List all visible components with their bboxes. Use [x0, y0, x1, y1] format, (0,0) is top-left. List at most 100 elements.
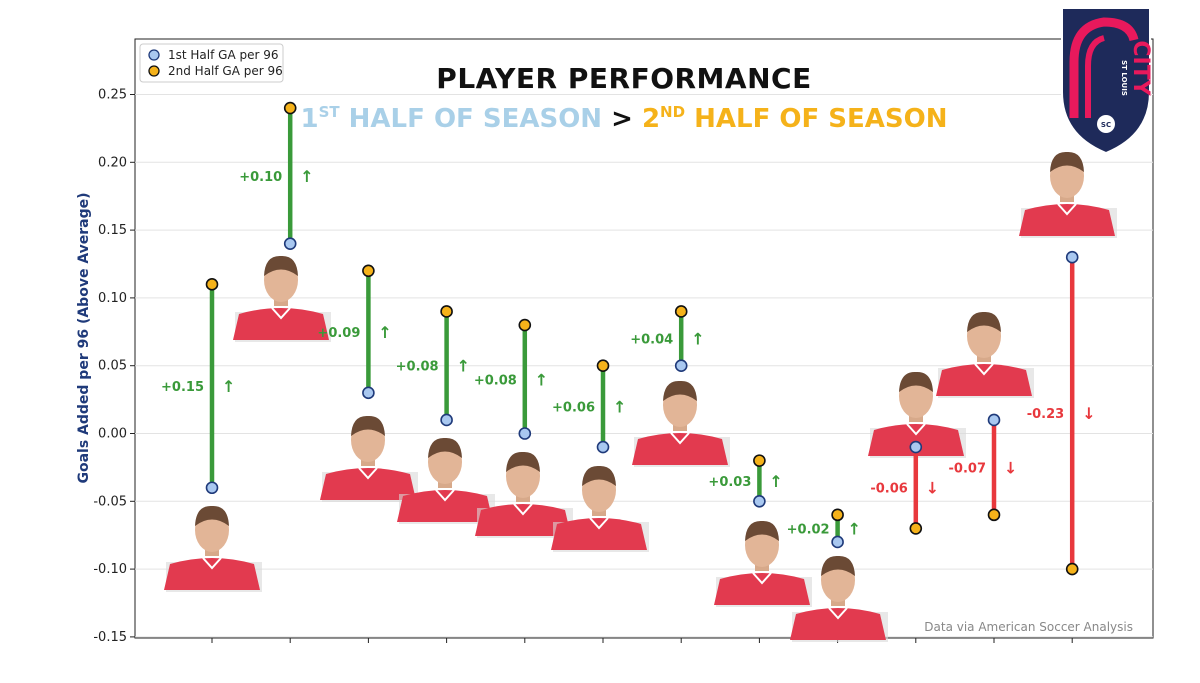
jersey-collar [1057, 203, 1077, 216]
player-hair [428, 437, 462, 458]
legend-label-second-half: 2nd Half GA per 96 [168, 64, 283, 78]
player-jersey [632, 433, 728, 465]
player-jersey [233, 308, 329, 340]
jersey-collar [974, 363, 994, 376]
logo-city-text: CITY [1128, 40, 1153, 96]
player-photo [632, 380, 730, 467]
first-half-point [283, 237, 297, 250]
y-tick-label: 0.10 [98, 291, 127, 306]
arrow-up-icon: ↑ [613, 397, 626, 416]
logo-sc-text: SC [1101, 121, 1111, 129]
delta-label: -0.23 [1027, 407, 1064, 422]
first-half-point [205, 481, 219, 495]
delta-label: +0.04 [630, 333, 673, 348]
player-photos [164, 151, 1117, 642]
player-hair [264, 255, 298, 276]
jersey-collar [435, 489, 455, 502]
player-hair [967, 311, 1001, 332]
logo-arch-icon [1069, 17, 1139, 118]
jersey-collar [828, 607, 848, 620]
player-hair [506, 451, 540, 472]
first-half-point [753, 494, 766, 508]
y-tick-label: 0.15 [98, 223, 127, 238]
delta-label: +0.09 [317, 326, 360, 341]
player-photo [164, 505, 262, 592]
player-photo [397, 437, 495, 524]
second-half-point [283, 101, 297, 115]
second-half-point [831, 508, 844, 522]
legend-marker-first-half [148, 49, 160, 61]
player-jersey [320, 468, 416, 500]
player-jersey [790, 608, 886, 640]
legend-marker-second-half [148, 65, 160, 77]
first-half-point [440, 413, 453, 427]
arrow-up-icon: ↑ [535, 370, 548, 389]
arrow-up-icon: ↑ [848, 519, 861, 538]
legend-label-first-half: 1st Half GA per 96 [168, 48, 279, 62]
player-hair [351, 415, 385, 436]
second-half-point [1065, 562, 1079, 576]
jersey-collar [589, 517, 609, 530]
plot-frame [134, 38, 1154, 639]
logo-sc-badge [1097, 115, 1115, 133]
subtitle-second-num: 2 [642, 104, 660, 134]
arrow-down-icon: ↓ [926, 479, 939, 498]
player-photo [936, 311, 1034, 398]
delta-label: +0.10 [239, 170, 282, 185]
arrow-down-icon: ↓ [1082, 404, 1095, 423]
player-hair [1050, 151, 1084, 172]
delta-label: +0.08 [396, 360, 439, 375]
jersey-collar [271, 307, 291, 320]
club-logo: CITY ST LOUIS SC [1061, 7, 1153, 155]
player-photo [1019, 151, 1117, 238]
subtitle-first-sup: ST [319, 103, 341, 121]
player-hair [745, 520, 779, 541]
second-half-point [205, 278, 219, 291]
delta-label: -0.07 [949, 461, 986, 476]
jersey-collar [752, 572, 772, 585]
jersey-collar [513, 503, 533, 516]
second-half-point [753, 454, 766, 467]
arrow-up-icon: ↑ [691, 330, 704, 349]
player-photo [790, 555, 888, 642]
x-axis [211, 638, 1073, 643]
y-tick-label: 0.05 [98, 359, 127, 374]
player-photo [714, 520, 812, 607]
subtitle-separator: > [602, 104, 642, 134]
jersey-collar [670, 432, 690, 445]
arrow-up-icon: ↑ [457, 357, 470, 376]
player-hair [582, 465, 616, 486]
player-jersey [397, 490, 493, 522]
player-photo [868, 371, 966, 458]
subtitle-second-sup: ND [660, 103, 685, 121]
delta-label: -0.06 [870, 482, 907, 497]
second-half-point [518, 318, 532, 332]
delta-label: +0.02 [787, 522, 830, 537]
y-tick-label: -0.10 [93, 562, 127, 577]
first-half-point [987, 413, 1001, 427]
first-half-point [674, 359, 688, 373]
delta-label: +0.08 [474, 373, 517, 388]
player-jersey [475, 504, 571, 536]
arrow-up-icon: ↑ [222, 377, 235, 396]
player-jersey [164, 558, 260, 590]
jersey-collar [358, 467, 378, 480]
player-hair [899, 371, 933, 392]
second-half-point [909, 522, 923, 535]
second-half-point [674, 305, 688, 318]
y-axis-label: Goals Added per 96 (Above Average) [76, 192, 92, 483]
delta-label: +0.06 [552, 400, 595, 415]
data-marks: +0.15 ↑ +0.10 ↑ +0.09 ↑ +0.08 ↑ +0.08 ↑ +0.06 ↑ +0.0… [161, 101, 1096, 576]
player-photo [551, 465, 649, 552]
y-tick-label: 0.20 [98, 155, 127, 170]
player-hair [663, 380, 697, 401]
y-tick-label: 0.00 [98, 427, 127, 442]
player-jersey [868, 424, 964, 456]
y-tick-label: 0.25 [98, 88, 127, 103]
logo-shield [1061, 7, 1151, 155]
y-axis: -0.15 -0.10 -0.05 0.00 0.05 0.10 0.15 0.20 0.25 [93, 88, 135, 645]
jersey-collar [906, 423, 926, 436]
player-jersey [551, 518, 647, 550]
second-half-point [440, 305, 453, 318]
